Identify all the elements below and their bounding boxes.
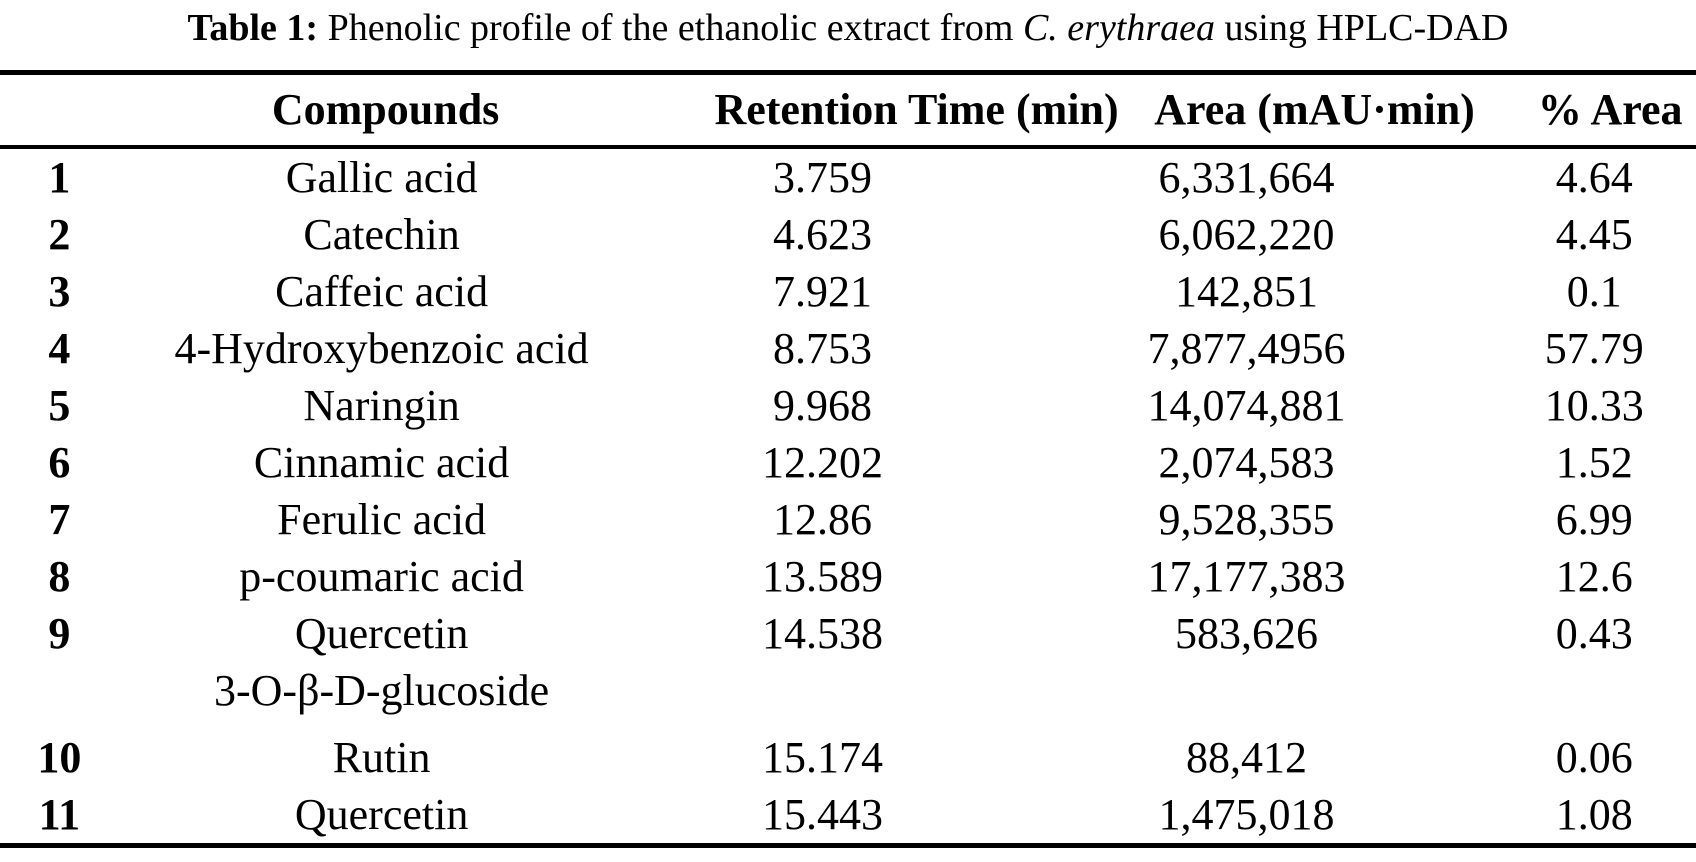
cell-percent-area: 4.64: [1555, 153, 1633, 202]
table-caption-text-before: Phenolic profile of the ethanolic extrac…: [318, 7, 1023, 49]
phenolic-profile-table: Compounds Retention Time (min) Area (mAU…: [0, 70, 1696, 848]
cell-retention-time: 13.589: [762, 552, 884, 601]
cell-compound: Gallic acid: [285, 153, 478, 202]
cell-percent-area: 1.08: [1555, 790, 1633, 839]
table-caption-species: C. erythraea: [1022, 7, 1216, 49]
cell-compound: Quercetin 3-O-β-D-glucoside: [119, 605, 645, 729]
table-row: 10 Rutin 15.174 88,412 0.06: [0, 729, 1696, 786]
compound-name-line1: Quercetin: [294, 609, 469, 658]
col-header-number: [0, 72, 119, 149]
cell-percent-area: 12.6: [1555, 552, 1633, 601]
cell-retention-time: 15.174: [762, 733, 884, 782]
cell-compound: 4-Hydroxybenzoic acid: [174, 324, 589, 373]
table-row: 11 Quercetin 15.443 1,475,018 1.08: [0, 786, 1696, 846]
cell-percent-area: 57.79: [1544, 324, 1644, 373]
table-caption-text-after: using HPLC-DAD: [1215, 7, 1509, 49]
cell-number: 11: [38, 790, 81, 839]
cell-retention-time: 4.623: [773, 210, 873, 259]
cell-area: 17,177,383: [1147, 552, 1346, 601]
cell-area: 1,475,018: [1158, 790, 1335, 839]
cell-area: 583,626: [1175, 609, 1319, 658]
cell-number: 5: [48, 381, 71, 430]
cell-retention-time: 15.443: [762, 790, 884, 839]
cell-number: 2: [48, 210, 71, 259]
table-header-row: Compounds Retention Time (min) Area (mAU…: [0, 72, 1696, 149]
cell-area: 142,851: [1175, 267, 1319, 316]
cell-number: 1: [48, 153, 71, 202]
cell-area: 7,877,4956: [1147, 324, 1346, 373]
table-row: 8 p-coumaric acid 13.589 17,177,383 12.6: [0, 548, 1696, 605]
cell-compound: Quercetin: [294, 790, 469, 839]
cell-compound: Caffeic acid: [275, 267, 489, 316]
cell-compound: Cinnamic acid: [253, 438, 510, 487]
table-row: 9 Quercetin 3-O-β-D-glucoside 14.538 583…: [0, 605, 1696, 729]
col-header-percent-area: % Area: [1492, 72, 1696, 149]
col-header-retention-time: Retention Time (min): [644, 72, 1119, 149]
cell-compound: Naringin: [303, 381, 460, 430]
cell-compound: Catechin: [303, 210, 460, 259]
col-header-area: Area (mAU·min): [1000, 72, 1493, 149]
cell-area: 88,412: [1186, 733, 1308, 782]
cell-retention-time: 9.968: [773, 381, 873, 430]
cell-percent-area: 1.52: [1555, 438, 1633, 487]
cell-number: 9: [48, 609, 71, 658]
cell-area: 6,331,664: [1158, 153, 1335, 202]
cell-area: 6,062,220: [1158, 210, 1335, 259]
compound-name-line2: 3-O-β-D-glucoside: [214, 666, 550, 715]
table-row: 5 Naringin 9.968 14,074,881 10.33: [0, 377, 1696, 434]
table-row: 7 Ferulic acid 12.86 9,528,355 6.99: [0, 491, 1696, 548]
cell-retention-time: 3.759: [773, 153, 873, 202]
table-row: 4 4-Hydroxybenzoic acid 8.753 7,877,4956…: [0, 320, 1696, 377]
cell-retention-time: 12.86: [773, 495, 873, 544]
cell-area: 9,528,355: [1158, 495, 1335, 544]
cell-number: 7: [48, 495, 71, 544]
table-row: 2 Catechin 4.623 6,062,220 4.45: [0, 206, 1696, 263]
cell-area: 2,074,583: [1158, 438, 1335, 487]
cell-retention-time: 7.921: [773, 267, 873, 316]
cell-number: 6: [48, 438, 71, 487]
table-row: 1 Gallic acid 3.759 6,331,664 4.64: [0, 147, 1696, 206]
page: Table 1: Phenolic profile of the ethanol…: [0, 4, 1696, 862]
cell-percent-area: 0.1: [1566, 267, 1622, 316]
cell-percent-area: 0.43: [1555, 609, 1633, 658]
table-caption-label: Table 1:: [187, 7, 319, 49]
cell-number: 4: [48, 324, 71, 373]
cell-percent-area: 4.45: [1555, 210, 1633, 259]
table-row: 3 Caffeic acid 7.921 142,851 0.1: [0, 263, 1696, 320]
cell-number: 3: [48, 267, 71, 316]
cell-compound: Ferulic acid: [277, 495, 487, 544]
cell-number: 8: [48, 552, 71, 601]
col-header-compounds: Compounds: [118, 72, 645, 149]
cell-retention-time: 8.753: [773, 324, 873, 373]
cell-retention-time: 12.202: [762, 438, 884, 487]
table-caption: Table 1: Phenolic profile of the ethanol…: [0, 4, 1696, 52]
cell-compound: p-coumaric acid: [239, 552, 524, 601]
cell-number: 10: [37, 733, 82, 782]
cell-area: 14,074,881: [1147, 381, 1346, 430]
cell-percent-area: 0.06: [1555, 733, 1633, 782]
cell-percent-area: 6.99: [1555, 495, 1633, 544]
cell-retention-time: 14.538: [762, 609, 884, 658]
cell-percent-area: 10.33: [1544, 381, 1644, 430]
cell-compound: Rutin: [332, 733, 431, 782]
table-row: 6 Cinnamic acid 12.202 2,074,583 1.52: [0, 434, 1696, 491]
